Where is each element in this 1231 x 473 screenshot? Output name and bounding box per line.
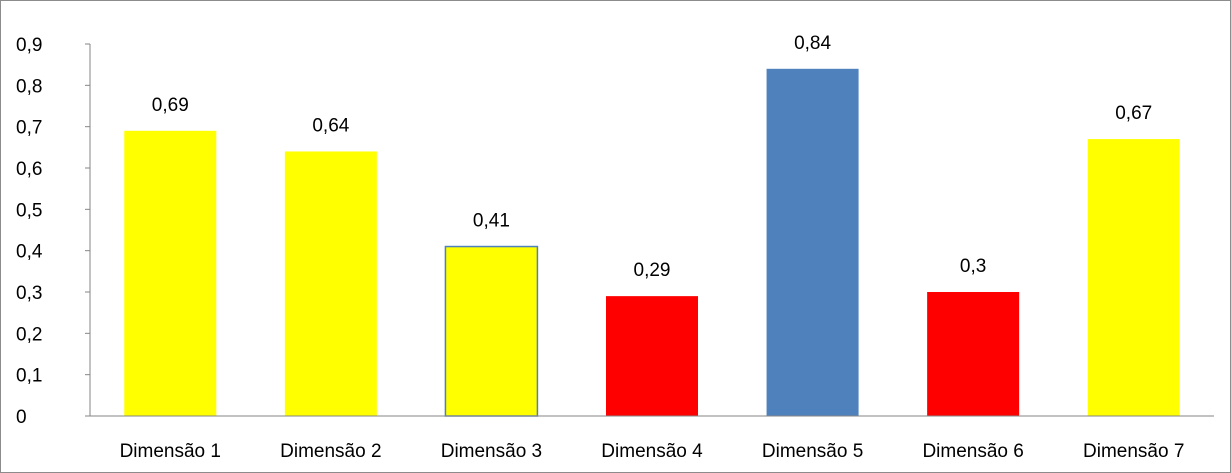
x-axis: Dimensão 1 Dimensão 2 Dimensão 3 Dimensão 4… — [90, 415, 1214, 462]
x-category-label: Dimensão 1 — [120, 441, 221, 462]
x-category-label: Dimensão 5 — [762, 441, 863, 462]
data-label-3: 0,41 — [473, 211, 510, 232]
data-label-1: 0,69 — [152, 95, 189, 116]
y-tick-label: 0,2 — [16, 324, 42, 345]
bar-4 — [606, 296, 698, 416]
data-label-5: 0,84 — [794, 33, 831, 54]
y-tick-label: 0 — [16, 407, 27, 428]
y-tick-label: 0,7 — [16, 118, 42, 139]
x-category-label: Dimensão 4 — [601, 441, 703, 462]
y-tick-label: 0,6 — [16, 159, 42, 180]
x-category-label: Dimensão 2 — [280, 441, 381, 462]
y-tick-label: 0,8 — [16, 76, 42, 97]
y-tick-label: 0,5 — [16, 200, 42, 221]
y-tick-label: 0,3 — [16, 283, 42, 304]
y-tick-label: 0,1 — [16, 366, 42, 387]
x-category-label: Dimensão 3 — [441, 441, 542, 462]
bar-2 — [284, 151, 377, 416]
bar-1 — [124, 130, 217, 417]
data-label-4: 0,29 — [634, 260, 671, 281]
y-tick-label: 0,4 — [16, 242, 43, 263]
bar-6 — [927, 292, 1020, 416]
x-category-label: Dimensão 7 — [1083, 441, 1184, 462]
data-label-2: 0,64 — [312, 115, 349, 136]
x-category-label: Dimensão 6 — [922, 441, 1023, 462]
bars — [124, 68, 1180, 417]
data-labels: 0,69 0,64 0,41 0,29 0,84 0,3 0,67 — [152, 33, 1152, 281]
y-tick-label: 0,9 — [16, 35, 42, 56]
bar-5 — [766, 68, 859, 417]
data-label-6: 0,3 — [960, 256, 986, 277]
y-axis: 0 0,1 0,2 0,3 0,4 0,5 0,6 0,7 0,8 0,9 — [16, 35, 91, 428]
bar-7 — [1087, 139, 1180, 417]
bar-3 — [444, 245, 539, 417]
data-label-7: 0,67 — [1115, 103, 1152, 124]
